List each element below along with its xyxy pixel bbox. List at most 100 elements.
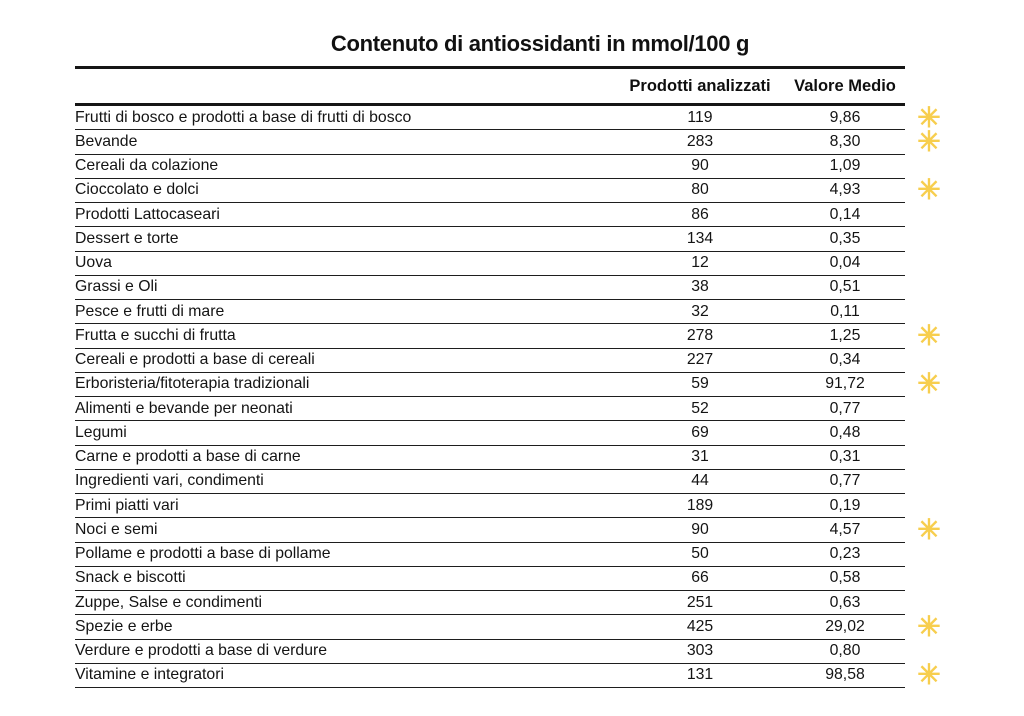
table-row: Prodotti Lattocaseari 86 0,14 xyxy=(75,203,905,228)
star-asterisk-icon: ✳ xyxy=(917,319,941,351)
row-category-label: Primi piatti vari xyxy=(75,496,179,514)
table-row: Pollame e prodotti a base di pollame 50 … xyxy=(75,543,905,567)
row-mean-value: 29,02 xyxy=(825,617,865,635)
row-products-analyzed-value: 189 xyxy=(686,496,714,514)
row-mean-value: 0,51 xyxy=(829,278,861,296)
row-products-analyzed-value: 131 xyxy=(686,666,714,684)
table-row: Alimenti e bevande per neonati 52 0,77 xyxy=(75,397,905,422)
star-asterisk-icon: ✳ xyxy=(917,368,941,400)
star-asterisk-icon: ✳ xyxy=(917,513,941,545)
row-category-label: Frutti di bosco e prodotti a base di fru… xyxy=(75,108,412,126)
row-category-label: Cereali da colazione xyxy=(75,157,219,175)
row-products-analyzed-value: 66 xyxy=(691,569,709,587)
row-mean-value: 9,86 xyxy=(829,108,861,126)
table-row: Carne e prodotti a base di carne 31 0,31 xyxy=(75,446,905,470)
row-mean-value: 1,25 xyxy=(829,326,861,344)
table-row: Noci e semi 90 4,57 ✳ xyxy=(75,515,941,543)
row-products-analyzed-value: 80 xyxy=(691,181,709,199)
row-category-label: Spezie e erbe xyxy=(75,617,173,635)
row-mean-value: 0,31 xyxy=(829,448,861,466)
row-products-analyzed-value: 251 xyxy=(686,593,714,611)
row-mean-value: 0,23 xyxy=(829,545,861,563)
table-row: Legumi 69 0,48 xyxy=(75,421,905,446)
row-products-analyzed-value: 278 xyxy=(686,326,714,344)
row-products-analyzed-value: 86 xyxy=(691,205,709,223)
row-mean-value: 0,77 xyxy=(829,399,861,417)
star-asterisk-icon: ✳ xyxy=(917,610,941,642)
header-mean-value: Valore Medio xyxy=(794,76,896,95)
table-row: Cereali da colazione 90 1,09 xyxy=(75,155,905,179)
row-mean-value: 1,09 xyxy=(829,157,861,175)
row-mean-value: 0,19 xyxy=(829,496,861,514)
star-asterisk-icon: ✳ xyxy=(917,125,941,157)
row-category-label: Ingredienti vari, condimenti xyxy=(75,472,264,490)
table-row: Pesce e frutti di mare 32 0,11 xyxy=(75,300,905,325)
row-products-analyzed-value: 38 xyxy=(691,278,709,296)
row-products-analyzed-value: 283 xyxy=(686,132,714,150)
row-products-analyzed-value: 425 xyxy=(686,617,714,635)
row-mean-value: 0,63 xyxy=(829,593,861,611)
row-mean-value: 98,58 xyxy=(825,666,865,684)
row-products-analyzed-value: 32 xyxy=(691,302,709,320)
table-row: Spezie e erbe 425 29,02 ✳ xyxy=(75,612,941,640)
row-category-label: Uova xyxy=(75,254,112,272)
row-category-label: Cioccolato e dolci xyxy=(75,181,199,199)
row-category-label: Erboristeria/fitoterapia tradizionali xyxy=(75,375,310,393)
row-mean-value: 0,58 xyxy=(829,569,861,587)
table-row: Erboristeria/fitoterapia tradizionali 59… xyxy=(75,370,941,398)
star-asterisk-icon: ✳ xyxy=(917,659,941,691)
row-products-analyzed-value: 90 xyxy=(691,157,709,175)
table-row: Ingredienti vari, condimenti 44 0,77 xyxy=(75,470,905,494)
row-category-label: Vitamine e integratori xyxy=(75,666,224,684)
row-category-label: Frutta e succhi di frutta xyxy=(75,326,236,344)
row-mean-value: 0,80 xyxy=(829,642,861,660)
table-row: Verdure e prodotti a base di verdure 303… xyxy=(75,640,905,664)
table-row: Frutti di bosco e prodotti a base di fru… xyxy=(75,103,941,131)
row-products-analyzed-value: 31 xyxy=(691,448,709,466)
table-row: Vitamine e integratori 131 98,58 ✳ xyxy=(75,661,941,689)
row-category-label: Cereali e prodotti a base di cereali xyxy=(75,351,315,369)
row-products-analyzed-value: 50 xyxy=(691,545,709,563)
table-row: Grassi e Oli 38 0,51 xyxy=(75,276,905,300)
row-mean-value: 0,14 xyxy=(829,205,861,223)
table-row: Snack e biscotti 66 0,58 xyxy=(75,567,905,591)
antioxidant-table: Prodotti analizzati Valore Medio Frutti … xyxy=(75,66,941,689)
row-category-label: Pesce e frutti di mare xyxy=(75,302,225,320)
table-body: Frutti di bosco e prodotti a base di fru… xyxy=(75,103,941,689)
table-row: Dessert e torte 134 0,35 xyxy=(75,227,905,252)
row-mean-value: 0,04 xyxy=(829,254,861,272)
page-title: Contenuto di antiossidanti in mmol/100 g xyxy=(330,31,750,56)
row-mean-value: 8,30 xyxy=(829,132,861,150)
row-mean-value: 0,77 xyxy=(829,472,861,490)
row-products-analyzed-value: 59 xyxy=(691,375,709,393)
row-products-analyzed-value: 44 xyxy=(691,472,709,490)
row-category-label: Pollame e prodotti a base di pollame xyxy=(75,545,331,563)
row-category-label: Grassi e Oli xyxy=(75,278,158,296)
table-row: Primi piatti vari 189 0,19 xyxy=(75,494,905,519)
row-products-analyzed-value: 303 xyxy=(686,642,714,660)
row-products-analyzed-value: 52 xyxy=(691,399,709,417)
row-category-label: Zuppe, Salse e condimenti xyxy=(75,593,263,611)
row-category-label: Legumi xyxy=(75,423,127,441)
row-category-label: Carne e prodotti a base di carne xyxy=(75,448,301,466)
row-category-label: Verdure e prodotti a base di verdure xyxy=(75,642,328,660)
table-row: Zuppe, Salse e condimenti 251 0,63 xyxy=(75,591,905,616)
row-category-label: Bevande xyxy=(75,132,138,150)
row-mean-value: 91,72 xyxy=(825,375,865,393)
row-mean-value: 0,11 xyxy=(830,302,860,320)
row-products-analyzed-value: 90 xyxy=(691,520,709,538)
row-products-analyzed-value: 227 xyxy=(686,351,714,369)
row-category-label: Noci e semi xyxy=(75,520,158,538)
row-category-label: Prodotti Lattocaseari xyxy=(75,205,220,223)
table-row: Bevande 283 8,30 ✳ xyxy=(75,127,941,155)
row-mean-value: 0,35 xyxy=(829,229,861,247)
table-row: Cioccolato e dolci 80 4,93 ✳ xyxy=(75,176,941,204)
table-row: Cereali e prodotti a base di cereali 227… xyxy=(75,349,905,373)
row-mean-value: 0,48 xyxy=(829,423,861,441)
row-category-label: Alimenti e bevande per neonati xyxy=(75,399,293,417)
star-asterisk-icon: ✳ xyxy=(917,101,941,133)
table-row: Frutta e succhi di frutta 278 1,25 ✳ xyxy=(75,321,941,349)
star-asterisk-icon: ✳ xyxy=(917,174,941,206)
header-products-analyzed: Prodotti analizzati xyxy=(629,76,771,95)
